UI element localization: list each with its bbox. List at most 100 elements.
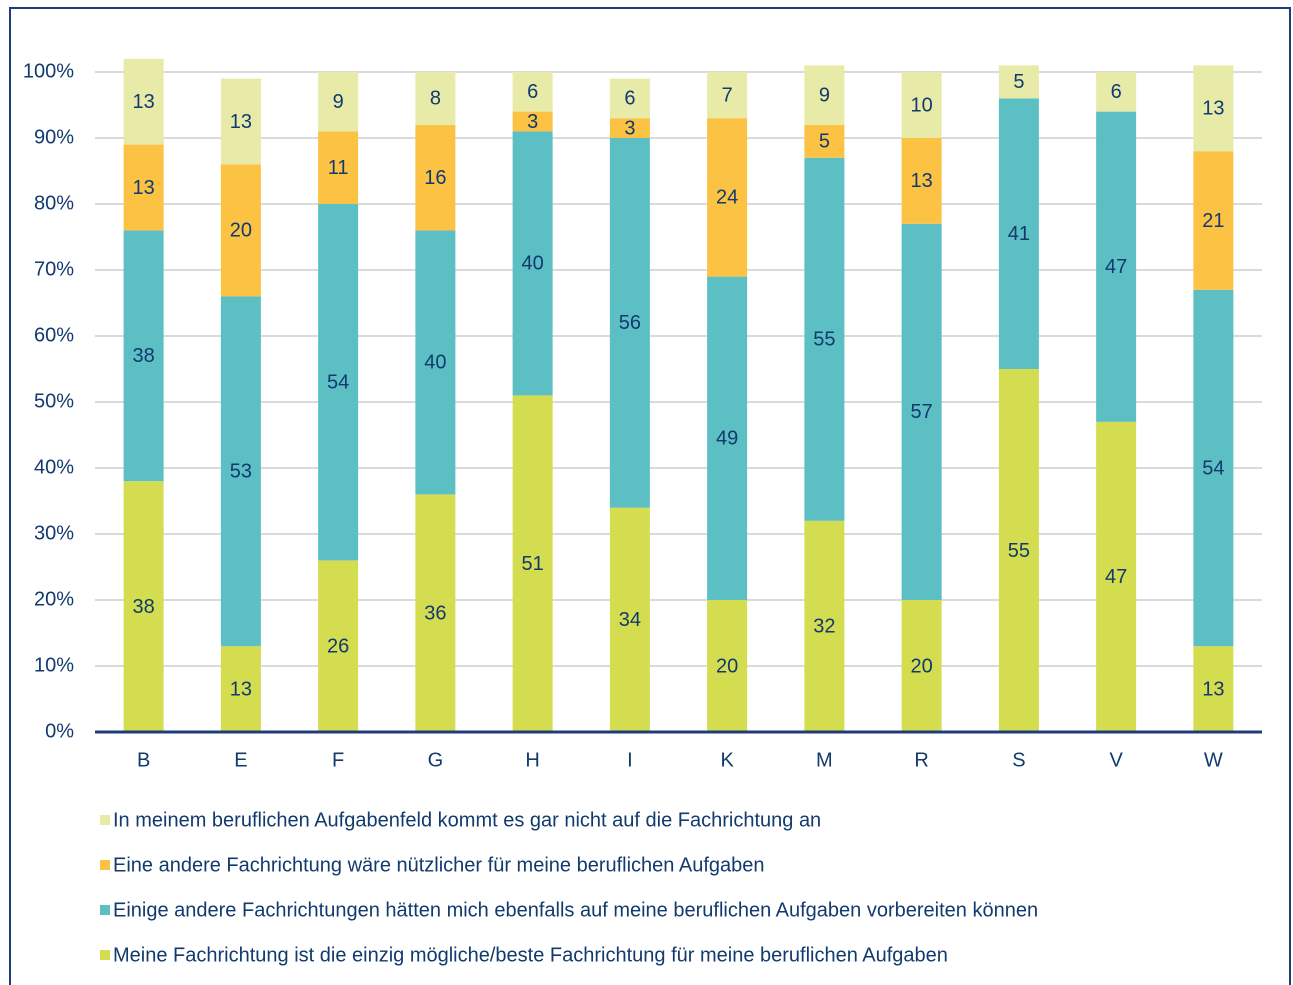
x-tick-label: E	[234, 749, 247, 771]
bar-segment	[707, 72, 748, 119]
data-label: 47	[1105, 256, 1127, 278]
legend-swatch	[100, 905, 110, 915]
x-tick-label: R	[914, 749, 928, 771]
bar-segment	[1096, 421, 1137, 732]
data-label: 6	[527, 81, 538, 103]
bar-segment	[220, 296, 261, 647]
data-label: 13	[911, 170, 933, 192]
data-label: 51	[522, 553, 544, 575]
bar-segment	[220, 164, 261, 297]
bar-segment	[901, 72, 942, 138]
x-tick-label: H	[525, 749, 539, 771]
data-label: 13	[230, 111, 252, 133]
data-label: 6	[1111, 81, 1122, 103]
bar-segment	[901, 138, 942, 224]
legend-label: Meine Fachrichtung ist die einzig möglic…	[113, 944, 948, 966]
y-tick-label: 60%	[34, 324, 74, 346]
data-label: 13	[1202, 98, 1224, 120]
legend-label: Einige andere Fachrichtungen hätten mich…	[113, 899, 1038, 921]
bar-segment	[1193, 151, 1234, 290]
data-label: 9	[819, 84, 830, 106]
bar-segment	[804, 157, 845, 521]
bar-segment	[998, 98, 1039, 370]
bar-segment	[707, 600, 748, 732]
frame	[9, 7, 1291, 985]
bar-segment	[804, 520, 845, 732]
data-label: 49	[716, 428, 738, 450]
data-label: 54	[327, 371, 349, 393]
bar-segment	[901, 223, 942, 601]
bar-segment	[609, 78, 650, 119]
y-tick-label: 0%	[45, 720, 74, 742]
bar-segment	[512, 395, 553, 732]
data-label: 54	[1202, 457, 1224, 479]
data-label: 20	[716, 655, 738, 677]
data-label: 3	[624, 117, 635, 139]
data-label: 8	[430, 88, 441, 110]
data-label: 26	[327, 635, 349, 657]
bar-segment	[318, 204, 359, 561]
bar-segment	[804, 65, 845, 125]
data-label: 10	[911, 94, 933, 116]
y-tick-label: 30%	[34, 522, 74, 544]
legend-label: In meinem beruflichen Aufgabenfeld kommt…	[113, 809, 821, 831]
bar-segment	[609, 138, 650, 508]
bar-segment	[609, 118, 650, 138]
y-tick-label: 90%	[34, 126, 74, 148]
bar-segment	[707, 118, 748, 277]
data-label: 40	[522, 253, 544, 275]
bar-segment	[512, 131, 553, 396]
bar-segment	[318, 560, 359, 732]
data-label: 7	[722, 84, 733, 106]
bar-segment	[609, 507, 650, 732]
bar-segment	[1193, 646, 1234, 732]
data-label: 20	[230, 220, 252, 242]
data-label: 11	[328, 157, 349, 179]
bar-segment	[512, 72, 553, 112]
data-label: 24	[716, 187, 738, 209]
bar-segment	[415, 494, 456, 732]
data-label: 34	[619, 609, 641, 631]
data-label: 9	[333, 91, 344, 113]
legend-label: Eine andere Fachrichtung wäre nützlicher…	[113, 854, 765, 876]
legend-swatch	[100, 860, 110, 870]
data-label: 57	[911, 401, 933, 423]
bar-segment	[512, 111, 553, 132]
bar-segment	[901, 600, 942, 732]
data-label: 21	[1202, 210, 1224, 232]
y-tick-label: 70%	[34, 258, 74, 280]
bar-segment	[220, 78, 261, 165]
data-label: 13	[133, 177, 155, 199]
y-tick-label: 50%	[34, 390, 74, 412]
data-label: 5	[819, 131, 830, 153]
bar-segment	[123, 144, 164, 231]
data-label: 36	[424, 602, 446, 624]
x-tick-label: M	[816, 749, 833, 771]
y-tick-label: 10%	[34, 654, 74, 676]
bar-segment	[998, 369, 1039, 732]
bar-segment	[1096, 72, 1137, 112]
data-label: 13	[133, 91, 155, 113]
y-tick-label: 40%	[34, 456, 74, 478]
data-label: 20	[911, 655, 933, 677]
x-tick-label: I	[627, 749, 633, 771]
data-label: 47	[1105, 566, 1127, 588]
bar-segment	[415, 72, 456, 125]
data-label: 13	[1202, 678, 1224, 700]
data-label: 38	[133, 345, 155, 367]
legend-swatch	[100, 950, 110, 960]
data-label: 38	[133, 596, 155, 618]
x-tick-label: K	[720, 749, 734, 771]
bar-segment	[318, 131, 359, 204]
bar-segment	[998, 65, 1039, 99]
data-label: 6	[624, 88, 635, 110]
data-label: 13	[230, 678, 252, 700]
bar-segment	[415, 230, 456, 495]
bar-segment	[804, 124, 845, 158]
bar-segment	[1096, 111, 1137, 422]
bar-segment	[123, 481, 164, 732]
data-label: 32	[813, 616, 835, 638]
x-tick-label: G	[428, 749, 444, 771]
bar-segment	[1193, 65, 1234, 152]
